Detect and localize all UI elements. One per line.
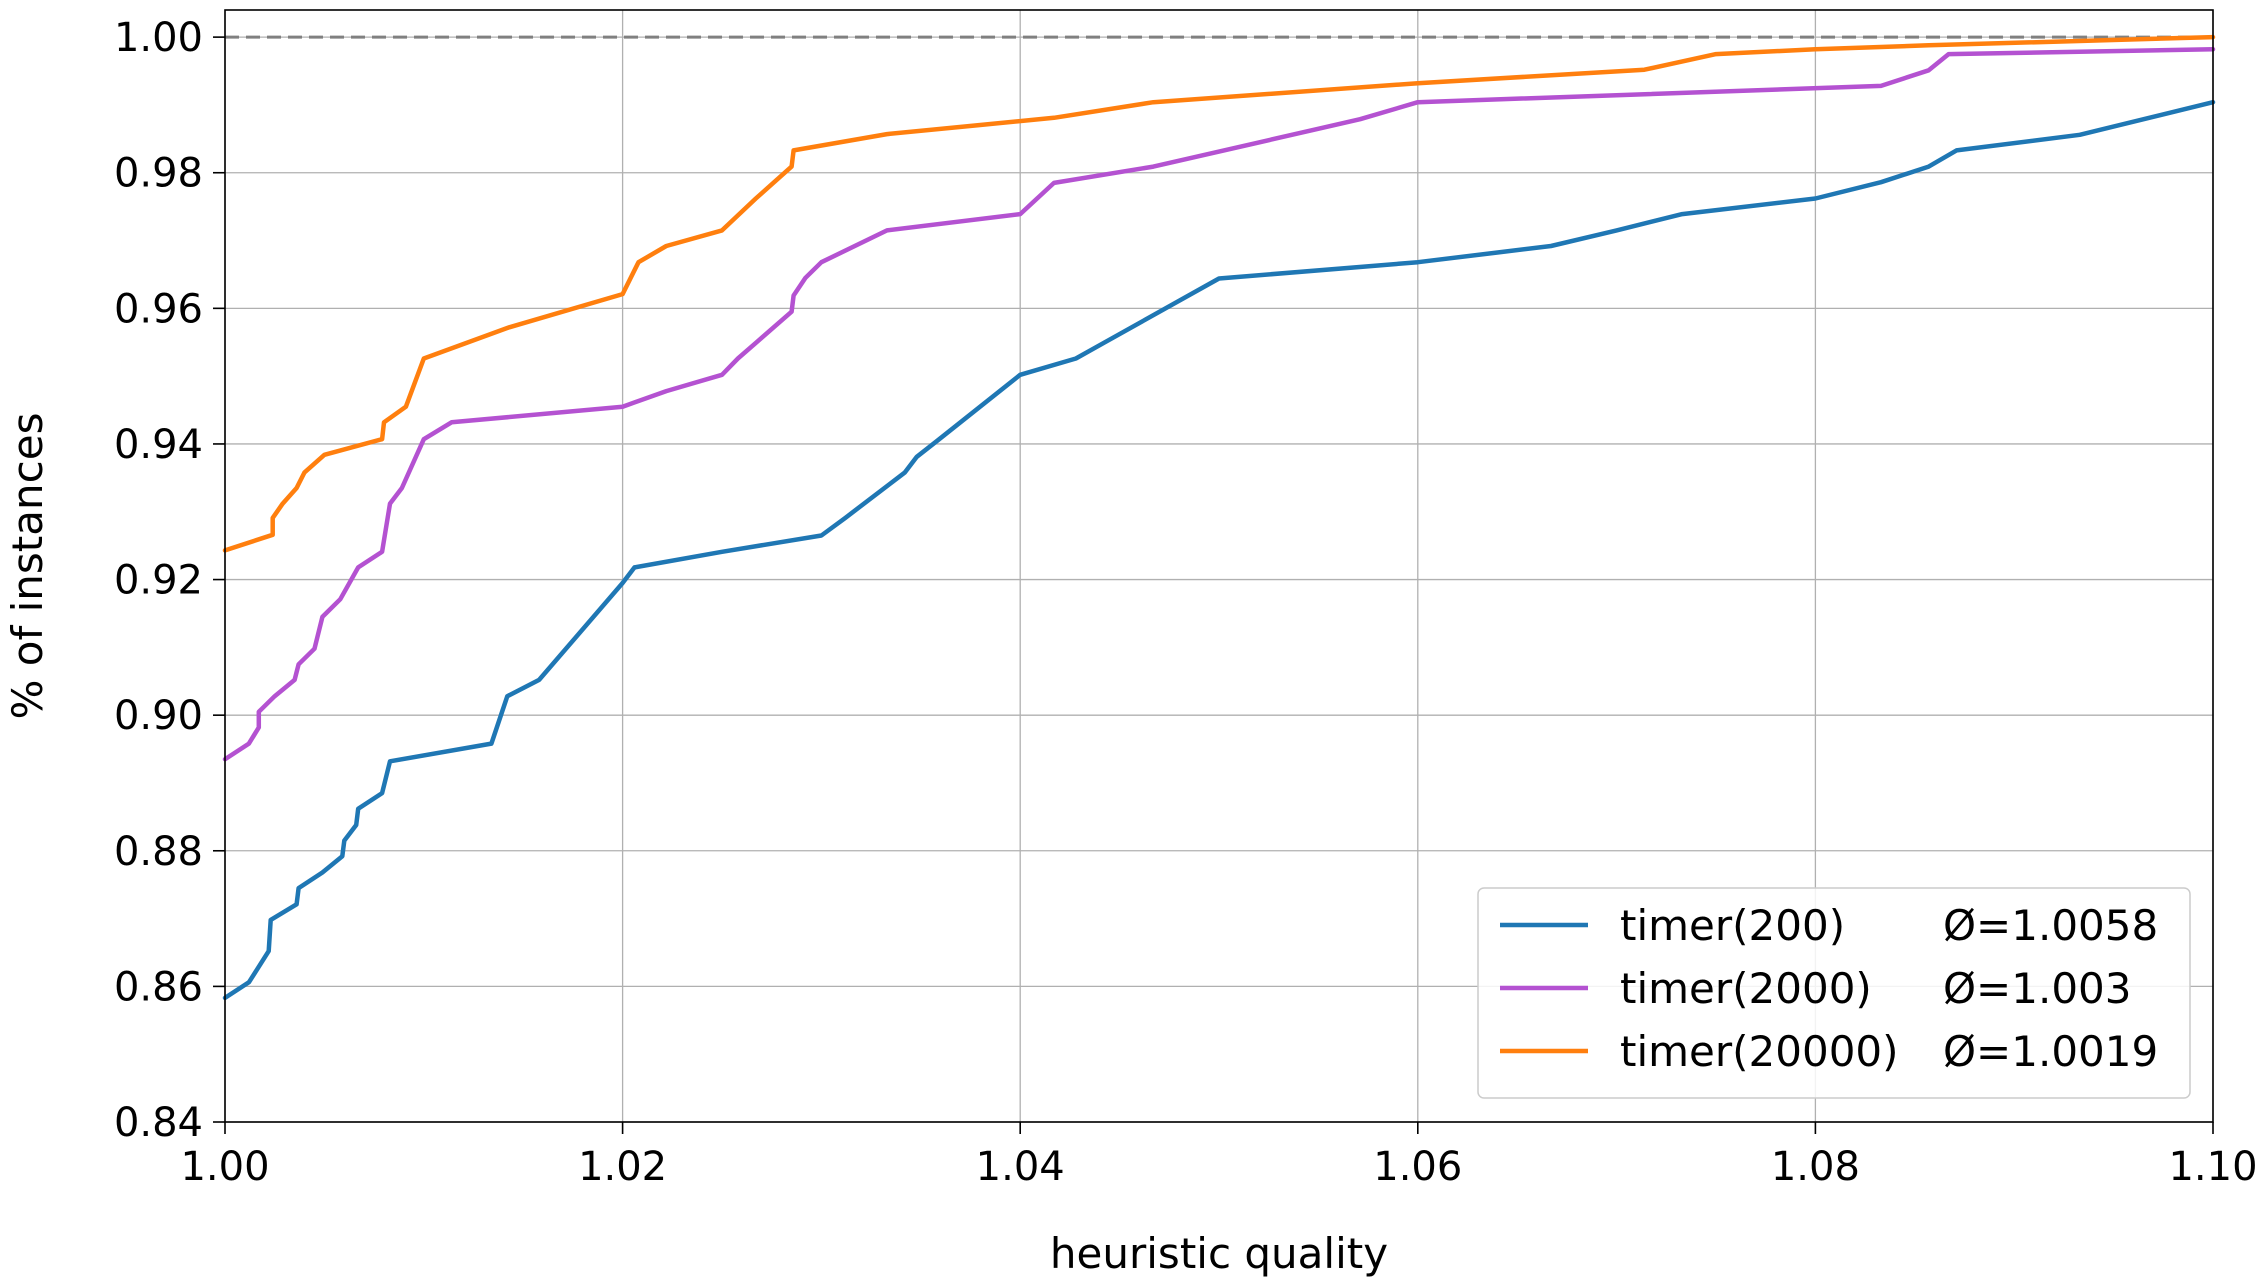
y-tick-label: 0.94 bbox=[114, 422, 203, 468]
x-tick-label: 1.04 bbox=[976, 1144, 1065, 1190]
legend: timer(200) Ø=1.0058 timer(2000) Ø=1.003 time… bbox=[1477, 887, 2191, 1099]
x-tick-label: 1.00 bbox=[180, 1144, 269, 1190]
y-tick-label: 1.00 bbox=[114, 15, 203, 61]
x-tick-label: 1.06 bbox=[1373, 1144, 1462, 1190]
axis-ticks: 1.00 1.02 1.04 1.06 1.08 1.10 0.84 0.86 0.88 0.90… bbox=[114, 15, 2258, 1190]
legend-entry-stat: Ø=1.0019 bbox=[1943, 1027, 2158, 1076]
series-line-timer-2000 bbox=[222, 47, 2216, 762]
legend-entry-name: timer(200) bbox=[1620, 901, 1845, 950]
series-line-timer-200 bbox=[222, 99, 2216, 1001]
y-tick-label: 0.84 bbox=[114, 1100, 203, 1146]
series-lines bbox=[222, 34, 2216, 1001]
legend-entry-name: timer(20000) bbox=[1620, 1027, 1899, 1076]
y-tick-label: 0.86 bbox=[114, 964, 203, 1010]
x-tick-label: 1.02 bbox=[578, 1144, 667, 1190]
series-line-timer-20000 bbox=[222, 34, 2216, 553]
y-tick-label: 0.96 bbox=[114, 286, 203, 332]
y-tick-label: 0.92 bbox=[114, 558, 203, 604]
legend-entry-stat: Ø=1.0058 bbox=[1943, 901, 2158, 950]
y-tick-label: 0.90 bbox=[114, 693, 203, 739]
x-tick-label: 1.10 bbox=[2168, 1144, 2257, 1190]
y-tick-label: 0.88 bbox=[114, 829, 203, 875]
x-tick-label: 1.08 bbox=[1771, 1144, 1860, 1190]
y-axis-label: % of instances bbox=[3, 413, 52, 720]
plot-frame bbox=[224, 9, 2214, 1123]
x-axis-label: heuristic quality bbox=[1050, 1229, 1388, 1278]
legend-entry-stat: Ø=1.003 bbox=[1943, 964, 2132, 1013]
legend-entry-name: timer(2000) bbox=[1620, 964, 1872, 1013]
y-tick-label: 0.98 bbox=[114, 151, 203, 197]
legend-box bbox=[1477, 887, 2191, 1099]
